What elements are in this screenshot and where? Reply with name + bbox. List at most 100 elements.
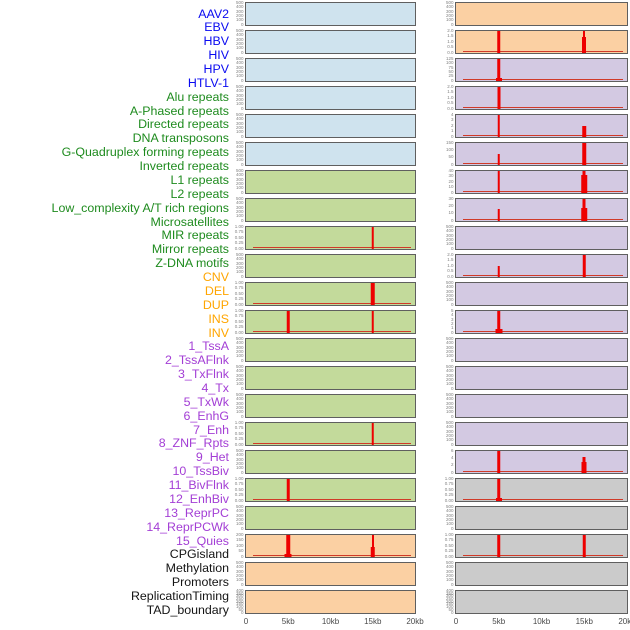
y-tick-label: 500 [235,139,244,145]
y-tick-label: 0 [240,357,244,363]
y-tick-label: 0 [450,301,454,307]
y-tick-label: 0 [450,189,454,195]
y-tick-label: 2 [450,462,454,468]
y-tick-label: 300 [235,372,244,378]
track-label: HIV [208,48,229,63]
y-tick-label: 300 [235,92,244,98]
y-tick-label: 200 [235,124,244,130]
y-tick-label: 2.0 [447,251,454,257]
y-tick-label: 100 [235,380,244,386]
track-panel: 500 400 300 200 100 0 [446,420,628,446]
x-axis-label: 5kb [492,617,506,626]
y-tick-label: 0 [240,77,244,83]
y-tick-label: 50 [448,68,454,74]
track-panel: 500 400 300 200 100 0 [236,336,416,362]
signal-baseline [462,498,623,500]
y-tick-label: 300 [235,568,244,574]
y-tick-label: 500 [235,195,244,201]
track-panel: 30 20 10 0 [448,196,628,222]
track-label: AAV2 [198,6,229,21]
y-tick-label: 0.75 [444,537,454,543]
y-tick-label: 0 [450,525,454,531]
y-tick-label: 300 [445,593,454,599]
track-label: Low_complexity A/T rich regions [51,200,229,215]
y-tick-label: 0.0 [447,105,454,111]
y-tick-label: 0 [240,525,244,531]
y-tick-label: 0.5 [447,43,454,49]
y-tick-label: 30 [448,195,454,201]
y-tick-label: 1.0 [447,38,454,44]
track-label: Z-DNA motifs [155,256,229,271]
y-tick-label: 10 [448,210,454,216]
y-tick-label: 100 [235,72,244,78]
y-tick-label: 200 [235,531,244,537]
track-panel: 500 400 300 200 100 0 [446,560,628,586]
track-label: A-Phased repeats [129,103,229,118]
y-tick-label: 200 [235,12,244,18]
signal-baseline [462,330,623,332]
track-panel: 2.0 1.5 1.0 0.5 0.0 [447,252,628,278]
y-tick-label: 0.0 [447,49,454,55]
track-panel: 400 350 300 250 200 150 100 50 0 [446,588,628,614]
track-label: 3_TxFlnk [178,367,229,382]
y-tick-label: 400 [445,228,454,234]
y-tick-label: 200 [235,516,244,522]
y-tick-label: 300 [235,176,244,182]
y-tick-label: 1.5 [447,257,454,263]
y-tick-label: 0.75 [234,313,244,319]
signal-spike [497,59,501,81]
y-tick-label: 0.25 [234,323,244,329]
y-tick-label: 200 [235,96,244,102]
signal-spike [497,535,501,557]
y-tick-label: 300 [235,120,244,126]
track-label: 4_Tx [201,380,229,395]
x-axis-label: 20kb [618,617,630,626]
y-tick-label: 100 [235,542,244,548]
track-panel: 500 400 300 200 100 0 [236,504,416,530]
y-tick-label: 0.75 [234,229,244,235]
y-tick-label: 0 [240,49,244,55]
y-tick-label: 0.50 [234,234,244,240]
y-tick-label: 200 [235,598,244,604]
y-tick-label: 0 [240,161,244,167]
track-panel: 500 400 300 200 100 0 [236,364,416,390]
y-tick-label: 300 [445,428,454,434]
y-tick-label: 0 [240,21,244,27]
y-tick-label: 100 [445,520,454,526]
signal-baseline [252,330,411,332]
track-label: DNA transposons [132,131,229,146]
signal-spike [495,78,502,81]
y-tick-label: 250 [445,595,454,601]
y-tick-label: 100 [445,16,454,22]
y-tick-label: 200 [235,264,244,270]
y-tick-label: 100 [235,184,244,190]
track-panel: 500 400 300 200 100 0 [236,0,416,26]
y-tick-label: 4 [450,111,454,117]
y-tick-label: 300 [445,344,454,350]
track-panel: 1.00 0.75 0.50 0.25 0.00 [445,476,628,502]
y-tick-label: 100 [235,44,244,50]
y-tick-label: 5 [450,307,454,313]
signal-spike [497,479,501,501]
y-tick-label: 500 [445,335,454,341]
y-tick-label: 0.50 [234,290,244,296]
y-tick-label: 400 [235,368,244,374]
y-tick-label: 300 [235,64,244,70]
signal-baseline [462,78,623,80]
track-panel: 500 400 300 200 100 0 [446,280,628,306]
signal-spike [371,227,374,249]
y-tick-label: 400 [235,508,244,514]
y-tick-label: 500 [235,111,244,117]
y-tick-label: 200 [445,404,454,410]
y-tick-label: 50 [238,547,244,553]
y-tick-label: 1.00 [234,279,244,285]
track-label: MIR repeats [161,228,229,243]
y-tick-label: 200 [445,598,454,604]
y-tick-label: 400 [235,256,244,262]
track-label: 2_TssAFlnk [164,353,229,368]
y-tick-label: 125 [445,55,454,61]
y-tick-label: 0 [450,385,454,391]
